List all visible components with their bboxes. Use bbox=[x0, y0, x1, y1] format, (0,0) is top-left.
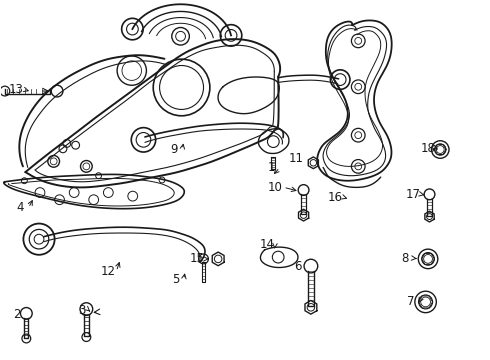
Text: 16: 16 bbox=[328, 191, 343, 204]
Text: 4: 4 bbox=[17, 202, 24, 215]
Text: 12: 12 bbox=[101, 265, 116, 278]
Text: 18: 18 bbox=[420, 142, 436, 155]
Text: 9: 9 bbox=[171, 143, 178, 156]
Text: 1: 1 bbox=[268, 161, 275, 174]
Text: 6: 6 bbox=[294, 260, 301, 273]
Text: 15: 15 bbox=[190, 252, 205, 265]
Text: 10: 10 bbox=[268, 181, 283, 194]
Text: 3: 3 bbox=[78, 305, 85, 318]
Text: 14: 14 bbox=[260, 238, 274, 251]
Text: 2: 2 bbox=[13, 308, 21, 321]
Text: 17: 17 bbox=[406, 188, 421, 201]
Text: 5: 5 bbox=[172, 273, 179, 286]
Text: 11: 11 bbox=[289, 152, 304, 165]
Text: 8: 8 bbox=[401, 252, 409, 265]
Text: 7: 7 bbox=[407, 296, 415, 309]
Text: 13: 13 bbox=[9, 83, 24, 96]
